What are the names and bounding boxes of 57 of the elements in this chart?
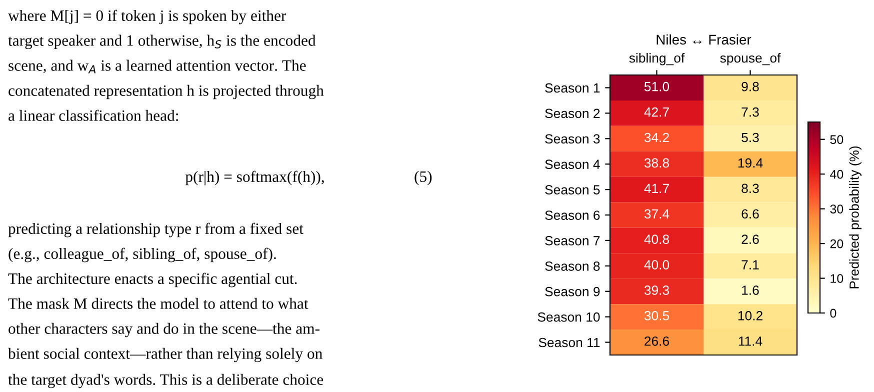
data-label: 26.6 bbox=[644, 336, 670, 346]
color-bar-label: 0 bbox=[830, 308, 836, 318]
x-tick-label: sibling_of bbox=[629, 52, 685, 66]
color-bar-label: 20 bbox=[830, 239, 844, 248]
data-label: 37.4 bbox=[644, 209, 670, 219]
data-label: 11.4 bbox=[738, 336, 762, 346]
data-label: 38.8 bbox=[644, 158, 670, 168]
data-label: 1.6 bbox=[742, 286, 759, 295]
text: The architecture enacts a specific agential cut. bbox=[8, 272, 297, 288]
data-label: 8.3 bbox=[742, 184, 759, 194]
text: concatenated representation h is projected through bbox=[8, 84, 324, 100]
color-bar-label: 30 bbox=[830, 204, 844, 214]
data-label: 34.2 bbox=[644, 132, 669, 142]
data-label: 5.3 bbox=[742, 132, 759, 142]
chart-title: Niles ↔ Frasier bbox=[656, 34, 752, 45]
text: predicting a relationship type r from a fixed set bbox=[8, 222, 304, 238]
data-label: 19.4 bbox=[738, 158, 763, 168]
data-label: 9.8 bbox=[742, 82, 759, 92]
text: (5) bbox=[414, 170, 432, 186]
text: the target dyad's words. This is a deliberate choice bbox=[8, 374, 324, 388]
text: other characters say and do in the scene—the am- bbox=[8, 322, 320, 338]
data-label: 30.5 bbox=[644, 311, 670, 320]
y-tick-label: Season 9 bbox=[545, 286, 600, 296]
y-tick-label: Season 1 bbox=[545, 83, 600, 93]
y-tick-label: Season 11 bbox=[538, 338, 600, 348]
data-label: 2.6 bbox=[742, 234, 759, 244]
data-label: 39.3 bbox=[644, 286, 670, 295]
text: target speaker and 1 otherwise, h$_{S}$ is the encoded bbox=[8, 34, 316, 50]
x-tick-label: spouse_of bbox=[720, 52, 781, 66]
data-label: 41.7 bbox=[644, 184, 669, 193]
data-label: 7.1 bbox=[742, 260, 759, 270]
text: scene, and w$_{A}$ is a learned attention vector. The bbox=[8, 60, 306, 74]
text: The mask M directs the model to attend to what bbox=[8, 298, 308, 309]
color-bar-label: 50 bbox=[830, 135, 844, 144]
data-label: 10.2 bbox=[738, 311, 762, 320]
y-tick-label: Season 10 bbox=[538, 312, 600, 322]
y-tick-label: Season 2 bbox=[545, 108, 600, 118]
data-label: 6.6 bbox=[742, 209, 759, 219]
y-tick-label: Season 3 bbox=[545, 134, 600, 144]
data-label: 42.7 bbox=[644, 107, 669, 117]
y-tick-label: Season 6 bbox=[545, 210, 600, 220]
y-tick-label: Season 8 bbox=[545, 261, 600, 271]
y-tick-label: Season 7 bbox=[545, 236, 600, 246]
data-label: 7.3 bbox=[742, 107, 759, 117]
text: p(r|h) = softmax(f(h)), bbox=[185, 170, 324, 186]
text: (e.g., colleague_of, sibling_of, spouse_of). bbox=[8, 248, 276, 262]
color-bar-title: Predicted probability (%) bbox=[849, 146, 862, 288]
data-label: 51.0 bbox=[644, 82, 670, 92]
color-bar-label: 40 bbox=[830, 170, 844, 179]
data-label: 40.8 bbox=[644, 234, 670, 244]
text: bient social context—rather than relying solely on bbox=[8, 348, 322, 362]
data-label: 40.0 bbox=[644, 260, 670, 270]
y-tick-label: Season 4 bbox=[545, 160, 600, 169]
color-bar-label: 10 bbox=[830, 274, 844, 283]
text: where M[j] = 0 if token j is spoken by either bbox=[8, 10, 286, 24]
text: a linear classification head: bbox=[8, 110, 178, 121]
y-tick-label: Season 5 bbox=[545, 185, 600, 194]
